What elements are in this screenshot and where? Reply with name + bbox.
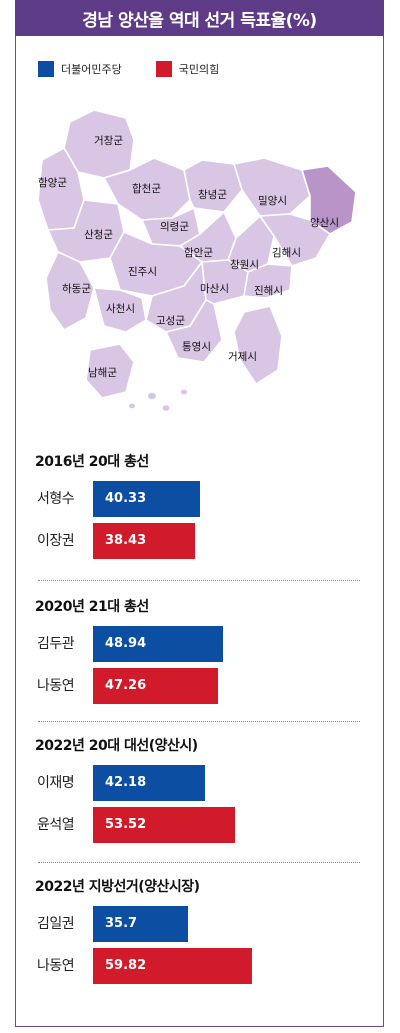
- legend-label-democratic: 더불어민주당: [61, 63, 122, 76]
- bar-value-label: 38.43: [105, 533, 147, 548]
- map-region-5: [300, 165, 357, 235]
- bar: [93, 948, 252, 984]
- map-label-13: 사천시: [106, 303, 135, 315]
- map-island-1: [162, 405, 170, 411]
- map-region-4: [232, 157, 311, 217]
- legend-item-ppp: 국민의힘: [155, 61, 220, 77]
- chart-section-3: 2022년 지방선거(양산시장) 김일권 35.7 나동연 59.82: [35, 876, 360, 984]
- map-label-16: 진해시: [254, 284, 283, 297]
- candidate-label: 서형수: [37, 491, 75, 507]
- page-title: 경남 양산을 역대 선거 득표율(%): [15, 0, 384, 36]
- legend: 더불어민주당 국민의힘: [38, 61, 253, 77]
- bar-value-label: 48.94: [105, 636, 147, 651]
- chart-title: 2022년 지방선거(양산시장): [35, 879, 200, 895]
- candidate-label: 나동연: [37, 678, 75, 694]
- bar-row: 이장권 38.43: [35, 523, 360, 559]
- bar: [93, 523, 195, 559]
- map-label-0: 거창군: [94, 135, 123, 147]
- bar: [93, 906, 188, 942]
- map-label-1: 함양군: [38, 177, 67, 189]
- map-region-11: [45, 250, 95, 332]
- bar-value-label: 40.33: [105, 491, 147, 506]
- map-label-15: 마산시: [200, 283, 229, 295]
- map-region-3: [183, 159, 243, 213]
- bar: [93, 765, 205, 801]
- map-island-3: [129, 403, 135, 409]
- legend-swatch-democratic: [38, 61, 54, 77]
- legend-item-democratic: 더불어민주당: [38, 61, 122, 77]
- map-label-10: 김해시: [272, 246, 301, 259]
- map-label-18: 거제시: [228, 351, 257, 363]
- map-label-6: 산청군: [84, 229, 113, 241]
- section-divider: [38, 721, 360, 722]
- map-label-5: 양산시: [310, 217, 339, 229]
- map-region-17: [164, 298, 223, 363]
- bar-value-label: 59.82: [105, 958, 147, 973]
- map-label-4: 밀양시: [258, 195, 287, 207]
- chart-title: 2020년 21대 총선: [35, 599, 149, 615]
- candidate-label: 이재명: [37, 775, 75, 791]
- bar-row: 김두관 48.94: [35, 626, 360, 662]
- map-label-3: 창녕군: [198, 189, 227, 201]
- map-label-19: 남해군: [88, 366, 117, 379]
- map-island-0: [148, 392, 156, 400]
- bar-value-label: 53.52: [105, 817, 147, 832]
- map-label-17: 통영시: [182, 341, 211, 353]
- bar-value-label: 35.7: [105, 916, 138, 931]
- bar: [93, 807, 235, 843]
- section-divider: [38, 580, 360, 581]
- bar: [93, 626, 223, 662]
- section-divider: [38, 862, 360, 863]
- map-label-8: 함안군: [184, 247, 213, 259]
- candidate-label: 김두관: [37, 636, 75, 652]
- bar-row: 나동연 47.26: [35, 668, 360, 704]
- bar-row: 서형수 40.33: [35, 481, 360, 517]
- infographic-frame: [15, 0, 384, 1027]
- map-label-7: 의령군: [160, 221, 189, 233]
- map-region-18: [233, 305, 283, 386]
- map-region-16: [243, 263, 293, 299]
- map-label-2: 합천군: [132, 183, 161, 195]
- candidate-label: 김일권: [37, 916, 75, 932]
- map-label-9: 창원시: [230, 259, 259, 271]
- bar: [93, 668, 218, 704]
- bar-row: 이재명 42.18: [35, 765, 360, 801]
- bar-row: 김일권 35.7: [35, 906, 360, 942]
- bar: [93, 481, 200, 517]
- chart-title: 2022년 20대 대선(양산시): [35, 738, 198, 754]
- candidate-label: 이장권: [37, 533, 75, 549]
- candidate-label: 윤석열: [37, 817, 75, 833]
- bar-row: 나동연 59.82: [35, 948, 360, 984]
- legend-swatch-ppp: [155, 61, 172, 77]
- map-regions: [37, 109, 357, 411]
- map-island-2: [181, 389, 187, 395]
- chart-section-2: 2022년 20대 대선(양산시) 이재명 42.18 윤석열 53.52: [35, 735, 360, 843]
- bar-value-label: 47.26: [105, 678, 147, 693]
- map-region-19: [85, 343, 135, 399]
- chart-title: 2016년 20대 총선: [35, 454, 149, 470]
- map-region-10: [258, 213, 332, 267]
- map-label-14: 고성군: [156, 315, 185, 327]
- map-label-12: 진주시: [128, 266, 157, 278]
- candidate-label: 나동연: [37, 958, 75, 974]
- map-label-11: 하동군: [62, 282, 91, 295]
- bar-row: 윤석열 53.52: [35, 807, 360, 843]
- legend-label-ppp: 국민의힘: [178, 63, 220, 76]
- bar-value-label: 42.18: [105, 775, 147, 790]
